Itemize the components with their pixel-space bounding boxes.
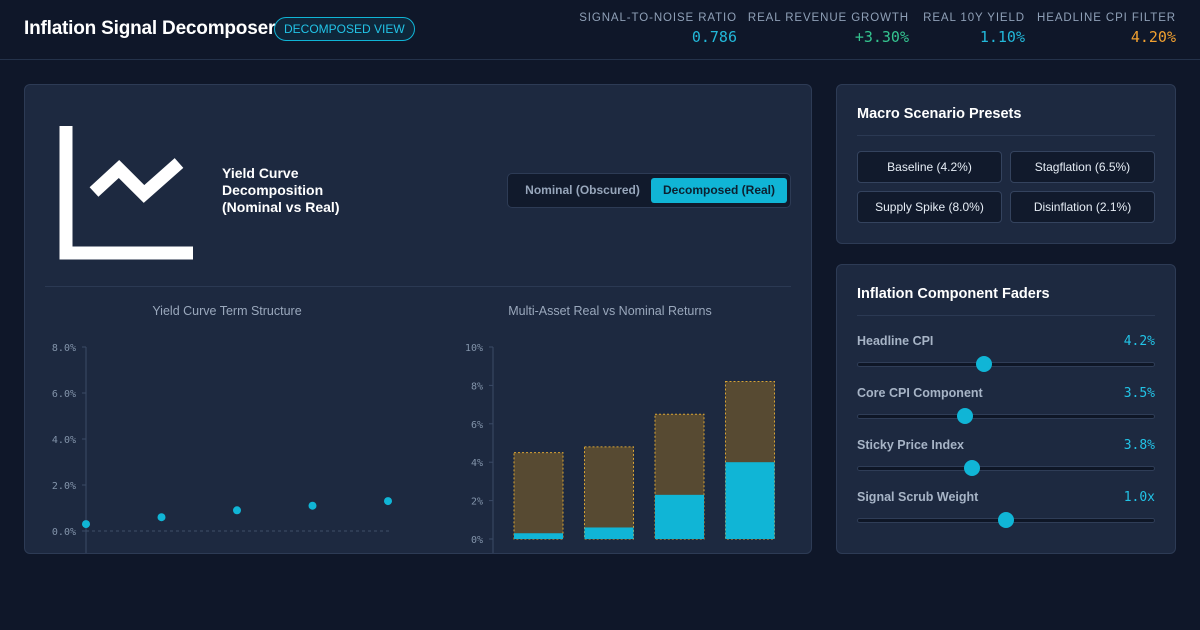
- fader-label: Sticky Price Index: [857, 438, 965, 452]
- y-tick-label: 0%: [471, 535, 483, 546]
- metric-label: REAL REVENUE GROWTH: [747, 12, 909, 24]
- preset-supply-spike-button[interactable]: Supply Spike (8.0%): [857, 191, 1002, 223]
- fader-value: 1.0x: [1123, 490, 1155, 505]
- decomposition-title: Yield Curve Decomposition (Nominal vs Re…: [222, 165, 340, 215]
- scenario-presets-panel: Macro Scenario Presets Baseline (4.2%) S…: [836, 84, 1176, 244]
- y-tick-label: 4.0%: [52, 435, 76, 446]
- slider-thumb[interactable]: [956, 408, 973, 424]
- metric-label: REAL 10Y YIELD: [923, 12, 1025, 24]
- fader-label: Signal Scrub Weight: [857, 490, 979, 504]
- yield-point: [157, 513, 166, 522]
- metric-label: SIGNAL-TO-NOISE RATIO: [579, 12, 737, 24]
- metric-value: 0.786: [691, 28, 737, 46]
- yield-point: [233, 506, 241, 515]
- preset-baseline-button[interactable]: Baseline (4.2%): [857, 151, 1002, 183]
- fader-label: Headline CPI: [857, 334, 934, 348]
- yield-curve-chart-title: Yield Curve Term Structure: [152, 304, 302, 318]
- metric-label: HEADLINE CPI FILTER: [1037, 12, 1176, 24]
- real-return-bar: [655, 494, 704, 539]
- yield-curve-chart: 8.0% 6.0% 4.0% 2.0% 0.0%: [52, 343, 392, 553]
- y-tick-label: 4%: [471, 458, 483, 469]
- real-return-bar: [584, 527, 634, 539]
- metric-real-revenue-growth: REAL REVENUE GROWTH +3.30%: [748, 12, 909, 46]
- y-tick-label: 8.0%: [52, 343, 76, 354]
- y-tick-label: 2%: [471, 497, 483, 508]
- returns-chart-title: Multi-Asset Real vs Nominal Returns: [508, 304, 712, 318]
- y-tick-label: 0.0%: [52, 527, 76, 538]
- line-chart-icon: [59, 126, 193, 260]
- metric-value: 1.10%: [979, 28, 1025, 46]
- decomposition-panel: Yield Curve Decomposition (Nominal vs Re…: [24, 84, 812, 554]
- slider-thumb[interactable]: [963, 460, 980, 476]
- nominal-view-button[interactable]: Nominal (Obscured): [525, 183, 640, 197]
- y-tick-label: 8%: [471, 381, 483, 392]
- fader-value: 3.5%: [1123, 386, 1155, 401]
- y-tick-label: 10%: [465, 343, 483, 354]
- presets-title: Macro Scenario Presets: [857, 106, 1022, 122]
- slider-thumb[interactable]: [976, 356, 993, 372]
- slider-thumb[interactable]: [998, 512, 1014, 528]
- preset-stagflation-button[interactable]: Stagflation (6.5%): [1010, 151, 1155, 183]
- metric-real-10y-yield: REAL 10Y YIELD 1.10%: [923, 12, 1025, 46]
- view-mode-badge: DECOMPOSED VIEW: [274, 17, 415, 41]
- fader-label: Core CPI Component: [857, 386, 983, 400]
- yield-point: [308, 501, 317, 510]
- y-tick-label: 2.0%: [52, 481, 76, 492]
- y-tick-label: 6%: [471, 420, 483, 431]
- yield-point: [82, 520, 90, 529]
- panel-divider: [857, 135, 1155, 136]
- view-mode-toggle: Nominal (Obscured) Decomposed (Real): [507, 173, 791, 208]
- metric-signal-to-noise: SIGNAL-TO-NOISE RATIO 0.786: [579, 12, 737, 46]
- signal-scrub-slider[interactable]: [857, 512, 1155, 528]
- metric-headline-cpi-filter: HEADLINE CPI FILTER 4.20%: [1037, 12, 1176, 46]
- fader-value: 4.2%: [1123, 334, 1155, 349]
- headline-cpi-slider[interactable]: [857, 356, 1155, 372]
- top-bar: Inflation Signal Decomposer DECOMPOSED V…: [0, 0, 1200, 60]
- section-divider: [45, 286, 791, 287]
- returns-chart: 10% 8% 6% 4% 2% 0%: [465, 343, 775, 553]
- metric-value: 4.20%: [1130, 28, 1176, 46]
- metric-value: +3.30%: [854, 28, 909, 46]
- y-tick-label: 6.0%: [52, 389, 76, 400]
- fader-value: 3.8%: [1123, 438, 1155, 453]
- decomposed-view-button[interactable]: Decomposed (Real): [651, 178, 787, 203]
- panel-divider: [857, 315, 1155, 316]
- real-return-bar: [514, 533, 563, 539]
- preset-disinflation-button[interactable]: Disinflation (2.1%): [1010, 191, 1155, 223]
- core-cpi-slider[interactable]: [857, 408, 1155, 424]
- app-title: Inflation Signal Decomposer: [24, 18, 276, 39]
- faders-title: Inflation Component Faders: [857, 286, 1050, 302]
- yield-point: [384, 497, 392, 506]
- real-return-bar: [725, 462, 775, 539]
- component-faders-panel: Inflation Component Faders Headline CPI …: [836, 264, 1176, 554]
- nominal-return-bar: [584, 446, 634, 540]
- nominal-return-bar: [513, 452, 564, 540]
- sticky-price-slider[interactable]: [857, 460, 1155, 476]
